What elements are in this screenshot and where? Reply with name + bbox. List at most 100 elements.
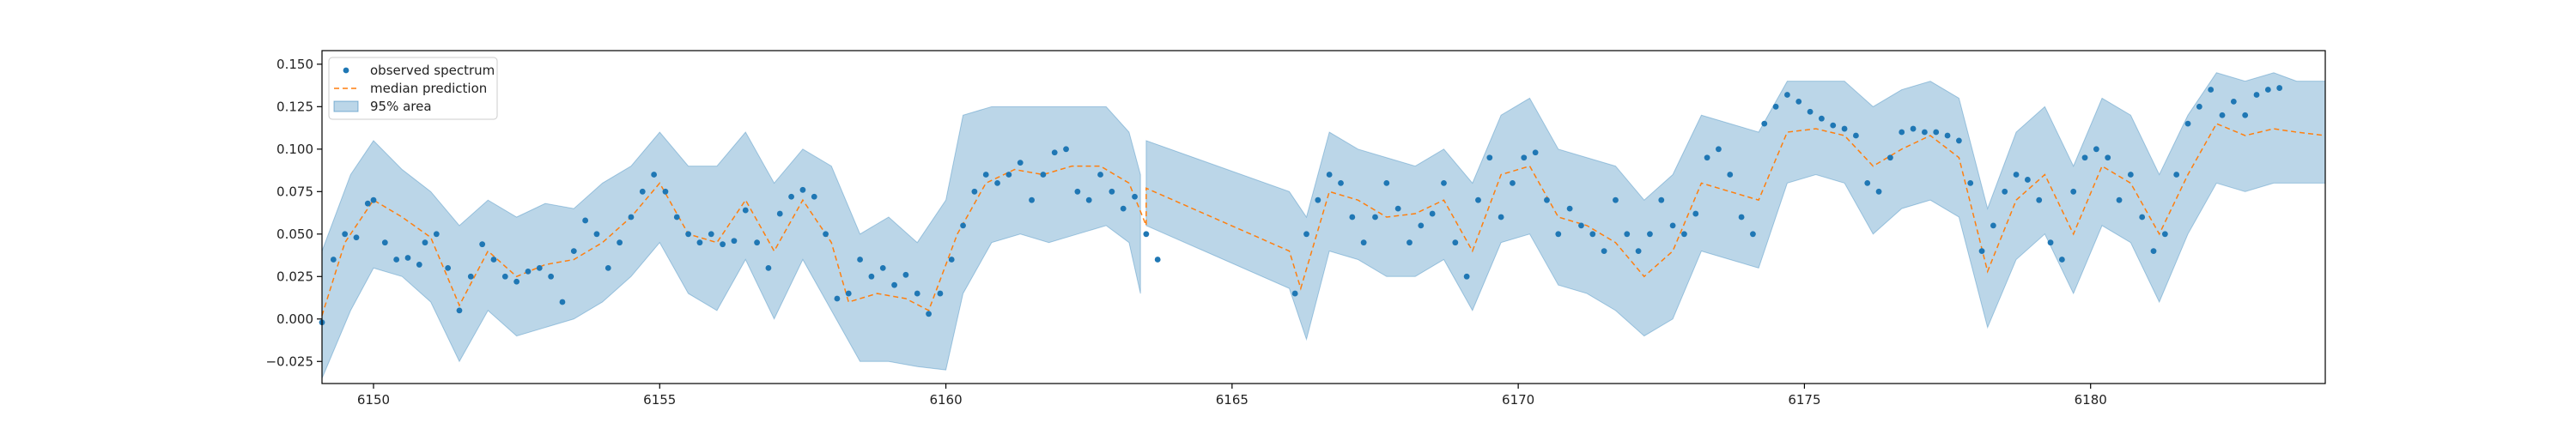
observed-point	[2047, 239, 2054, 246]
observed-point	[1864, 180, 1871, 186]
observed-point	[2264, 87, 2271, 93]
observed-point	[1910, 125, 1917, 132]
observed-point	[1406, 239, 1413, 246]
observed-point	[1922, 129, 1928, 136]
observed-point	[393, 257, 400, 263]
observed-point	[605, 264, 611, 271]
observed-point	[1658, 196, 1665, 203]
legend: observed spectrum median prediction 95% ar…	[328, 57, 498, 120]
observed-point	[1097, 172, 1103, 178]
observed-point	[1475, 196, 1481, 203]
median-prediction-line	[321, 123, 2326, 317]
observed-point	[1017, 160, 1024, 166]
x-tick-label: 6160	[929, 392, 962, 408]
observed-point	[971, 188, 978, 195]
legend-marker-observed	[343, 67, 349, 74]
observed-point	[1315, 196, 1321, 203]
observed-point	[994, 180, 1000, 186]
observed-point	[639, 188, 646, 195]
observed-point	[685, 231, 692, 238]
observed-point	[2219, 112, 2226, 118]
observed-point	[1486, 154, 1493, 161]
observed-point	[2058, 257, 2065, 263]
observed-point	[2173, 172, 2180, 178]
observed-point	[617, 239, 623, 246]
observed-point	[914, 290, 920, 297]
observed-point	[2002, 188, 2008, 195]
observed-point	[593, 231, 600, 238]
observed-point	[742, 207, 749, 214]
observed-point	[1841, 125, 1848, 132]
observed-point	[2127, 172, 2134, 178]
x-tick-label: 6155	[643, 392, 676, 408]
observed-point	[404, 255, 411, 261]
observed-point	[776, 210, 783, 217]
observed-point	[651, 172, 658, 178]
observed-point	[1303, 231, 1309, 238]
observed-point	[2070, 188, 2077, 195]
observed-point	[1109, 188, 1115, 195]
x-axis: 6150 6155 6160 6165 6170 6175 6180	[357, 384, 2107, 408]
observed-point	[1143, 231, 1150, 238]
observed-point	[570, 248, 577, 254]
observed-point	[513, 278, 520, 285]
observed-point	[1372, 214, 1378, 221]
observed-point	[937, 290, 944, 297]
observed-point	[662, 188, 669, 195]
observed-point	[1154, 257, 1161, 263]
observed-point	[445, 264, 452, 271]
observed-point	[1819, 115, 1825, 122]
observed-point	[788, 193, 794, 200]
y-tick-label: 0.000	[276, 311, 313, 327]
observed-point	[548, 273, 555, 280]
observed-point	[1029, 196, 1035, 203]
observed-point	[731, 238, 738, 245]
observed-point	[1887, 154, 1893, 161]
observed-point	[2276, 85, 2283, 91]
observed-point	[1635, 248, 1642, 254]
observed-point	[754, 239, 760, 246]
observed-point	[834, 295, 841, 302]
observed-point	[353, 234, 360, 241]
observed-point	[1738, 214, 1745, 221]
y-axis: −0.025 0.000 0.025 0.050 0.075 0.100 0.125 0.15…	[265, 57, 322, 369]
observed-point	[1967, 180, 1974, 186]
observed-point	[1074, 188, 1081, 195]
observed-point	[1772, 103, 1779, 110]
x-tick-label: 6180	[2075, 392, 2107, 408]
observed-point	[765, 264, 772, 271]
observed-point	[370, 196, 377, 203]
observed-point	[2081, 154, 2088, 161]
observed-point	[1589, 231, 1596, 238]
x-tick-label: 6170	[1502, 392, 1534, 408]
observed-point	[1750, 231, 1756, 238]
observed-point	[1555, 231, 1562, 238]
observed-point	[799, 186, 806, 193]
observed-point	[1647, 231, 1653, 238]
observed-point	[1853, 132, 1859, 139]
legend-label: median prediction	[370, 81, 487, 96]
legend-marker-band	[333, 100, 359, 112]
observed-point	[1704, 154, 1710, 161]
observed-point	[1990, 222, 1996, 229]
observed-point	[2116, 196, 2123, 203]
observed-point	[2139, 214, 2146, 221]
observed-point	[1875, 188, 1882, 195]
observed-point	[2161, 231, 2168, 238]
plot-area-frame	[321, 50, 2326, 384]
y-tick-label: 0.050	[276, 227, 313, 242]
observed-point	[416, 262, 422, 268]
observed-point	[708, 231, 714, 238]
legend-label: 95% area	[370, 99, 432, 114]
observed-point	[1601, 248, 1607, 254]
observed-point	[1978, 248, 1985, 254]
observed-point	[1944, 132, 1951, 139]
y-tick-label: 0.100	[276, 142, 313, 157]
observed-point	[1441, 180, 1447, 186]
observed-point	[1510, 180, 1516, 186]
observed-point	[902, 271, 909, 278]
observed-point	[960, 222, 966, 229]
observed-point	[1521, 154, 1528, 161]
observed-point	[1040, 172, 1047, 178]
